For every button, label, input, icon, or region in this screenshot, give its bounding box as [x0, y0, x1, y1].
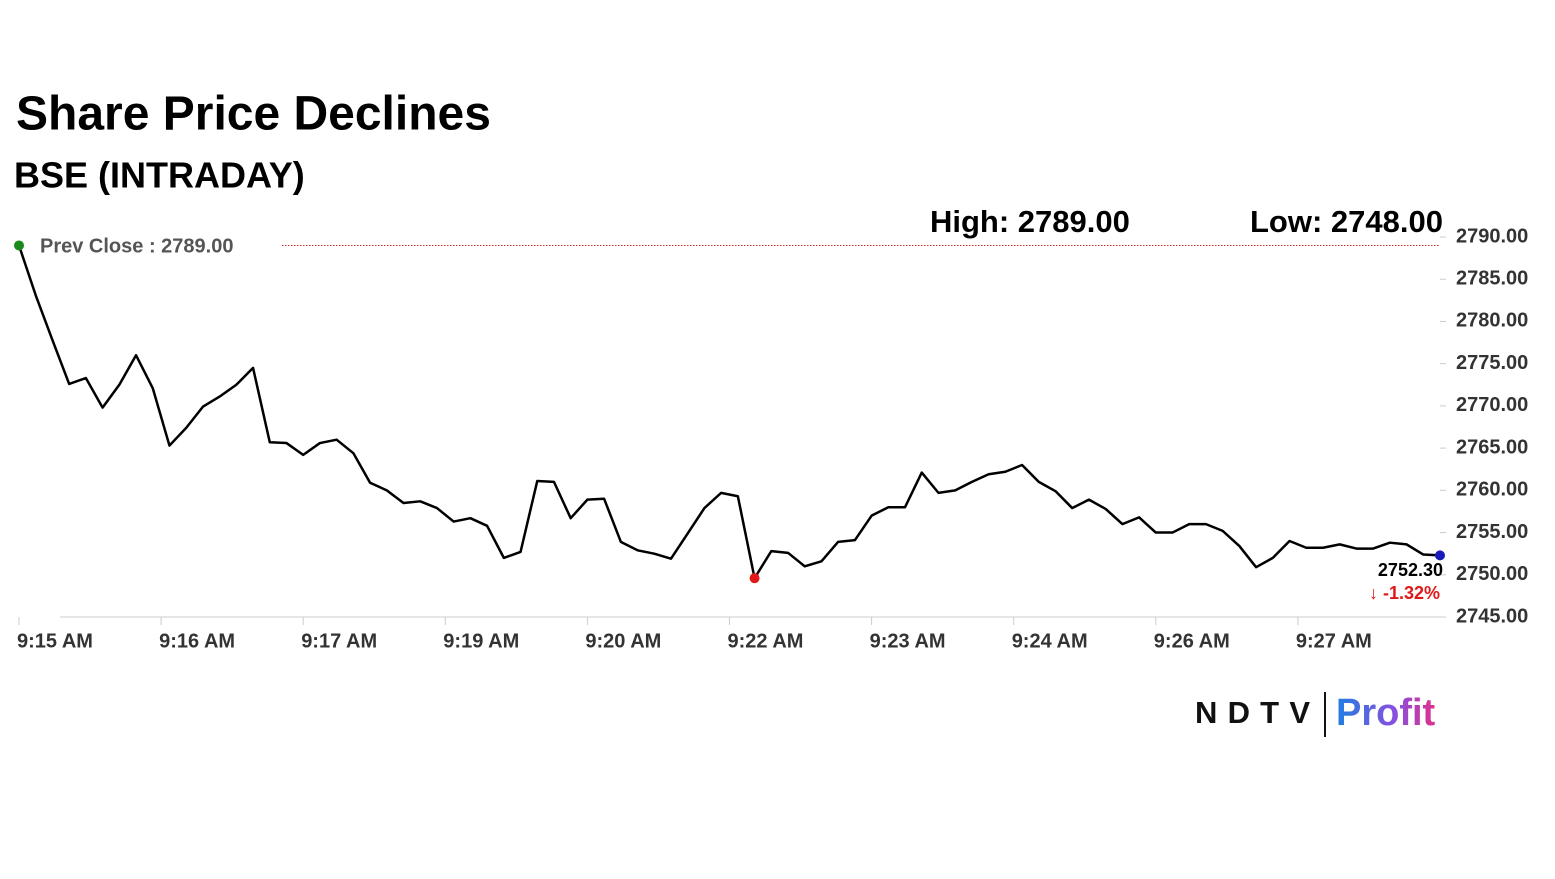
y-tick-label: 2750.00 [1456, 563, 1528, 585]
change-label: ↓ -1.32% [1369, 583, 1440, 603]
x-tick-label: 9:19 AM [443, 630, 519, 652]
y-tick-label: 2790.00 [1456, 225, 1528, 247]
marker-low [749, 573, 760, 584]
x-tick-label: 9:17 AM [301, 630, 377, 652]
low-label: Low: 2748.00 [1250, 204, 1443, 239]
high-label: High: 2789.00 [930, 204, 1130, 239]
prev-close-label: Prev Close : 2789.00 [40, 236, 233, 258]
x-tick-label: 9:26 AM [1154, 630, 1230, 652]
y-tick-label: 2755.00 [1456, 521, 1528, 543]
y-tick-label: 2765.00 [1456, 436, 1528, 458]
y-tick-label: 2745.00 [1456, 605, 1528, 627]
marker-start [14, 240, 24, 251]
y-tick-label: 2760.00 [1456, 479, 1528, 501]
x-tick-label: 9:27 AM [1296, 630, 1372, 652]
y-tick-label: 2770.00 [1456, 394, 1528, 416]
marker-last [1435, 550, 1445, 561]
chart-title: Share Price Declines [16, 88, 491, 141]
x-tick-label: 9:20 AM [585, 630, 661, 652]
x-tick-label: 9:15 AM [17, 630, 93, 652]
last-value-label: 2752.30 [1378, 560, 1443, 580]
x-tick-label: 9:24 AM [1012, 630, 1088, 652]
brand-profit: Profit [1336, 692, 1436, 734]
price-line [17, 245, 1441, 580]
brand-ndtv: NDTV [1195, 695, 1310, 730]
x-tick-label: 9:16 AM [159, 630, 235, 652]
chart-subtitle: BSE (INTRADAY) [14, 155, 305, 196]
x-tick-label: 9:22 AM [728, 630, 804, 652]
x-tick-label: 9:23 AM [870, 630, 946, 652]
y-tick-label: 2780.00 [1456, 310, 1528, 332]
y-tick-label: 2775.00 [1456, 352, 1528, 374]
y-tick-label: 2785.00 [1456, 268, 1528, 290]
